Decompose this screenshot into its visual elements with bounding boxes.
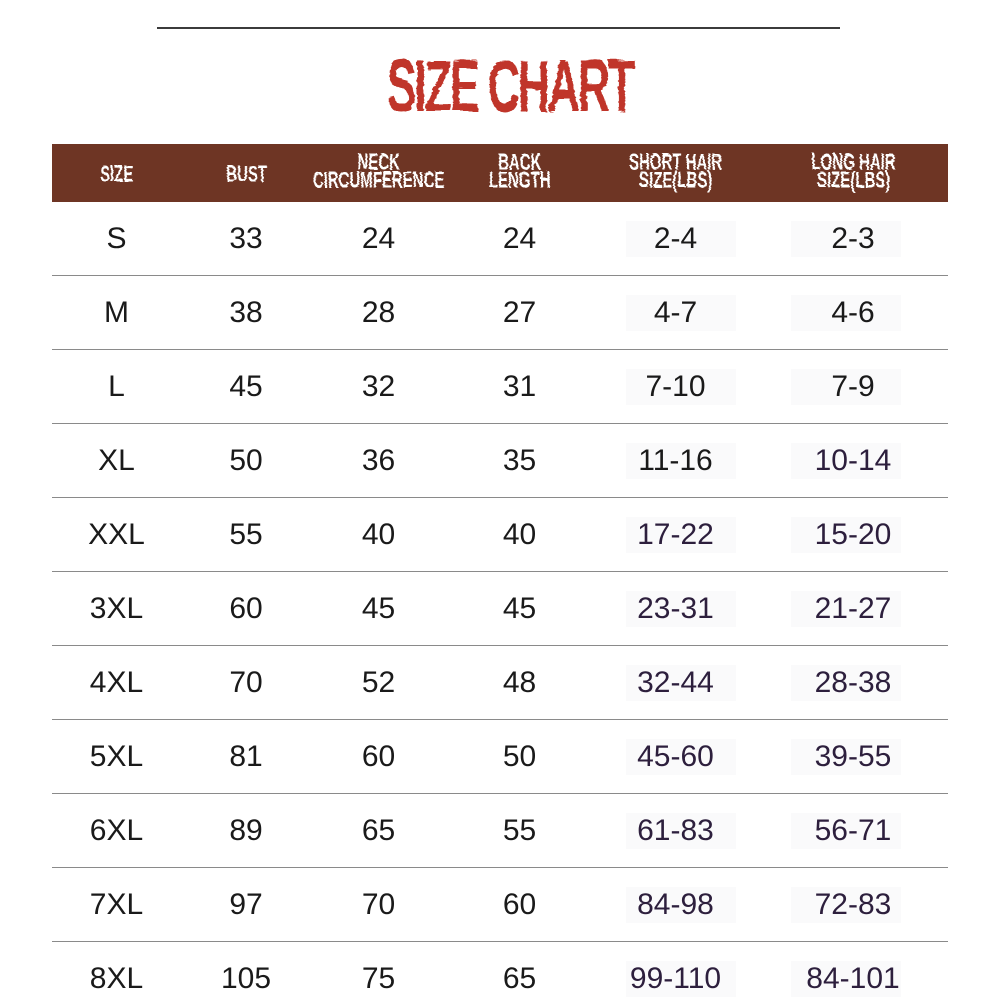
svg-text:SIZE(LBS): SIZE(LBS)	[816, 167, 889, 193]
svg-text:CIRCUMFERENCE: CIRCUMFERENCE	[312, 167, 444, 193]
svg-text:SIZE: SIZE	[99, 161, 132, 187]
svg-text:BUST: BUST	[226, 161, 267, 187]
svg-text:SIZE(LBS): SIZE(LBS)	[638, 167, 711, 193]
svg-text:LENGTH: LENGTH	[488, 167, 550, 193]
svg-text:SIZE CHART: SIZE CHART	[386, 43, 634, 127]
